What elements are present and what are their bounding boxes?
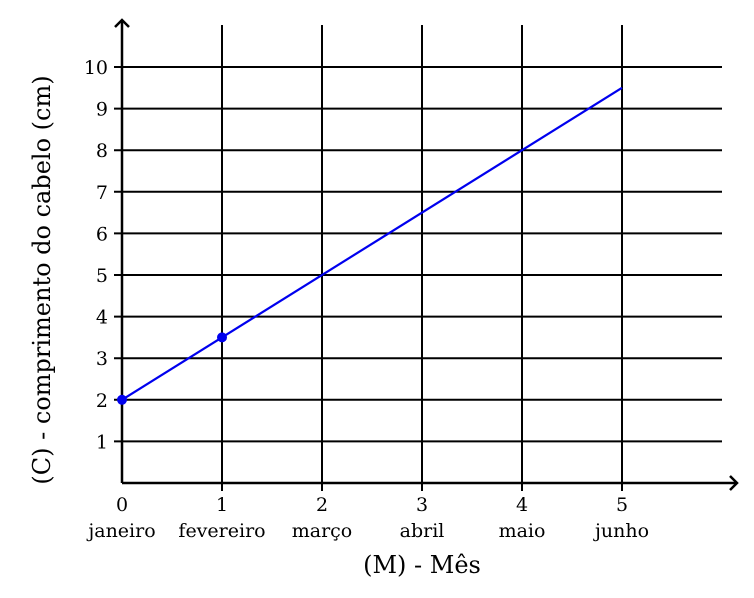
labels: 1 2 3 4 5 6 7 8 9 10 0 janeiro 1 fevereiro 2 março 3 abri…: [84, 57, 649, 542]
x-category-label: março: [292, 520, 353, 542]
data-point: [117, 394, 127, 405]
axes: [114, 18, 739, 491]
x-tick-label: 3: [416, 494, 428, 516]
y-tick-label: 8: [96, 140, 108, 162]
x-category-label: junho: [593, 520, 649, 542]
y-tick-label: 1: [96, 431, 108, 453]
x-tick-label: 0: [116, 494, 128, 516]
y-tick-label: 6: [96, 223, 108, 245]
y-tick-label: 5: [96, 265, 108, 287]
series-line: [121, 86, 623, 401]
y-axis-title: (C) - comprimento do cabelo (cm): [28, 75, 56, 484]
y-tick-label: 3: [96, 348, 108, 370]
y-tick-label: 9: [96, 99, 108, 121]
x-axis-title: (M) - Mês: [363, 551, 481, 579]
x-axis-arrow: [729, 475, 739, 491]
x-tick-label: 5: [616, 494, 628, 516]
x-category-label: maio: [499, 520, 546, 542]
y-tick-label: 7: [96, 182, 108, 204]
data-point: [217, 332, 227, 343]
y-tick-label: 4: [96, 307, 108, 329]
series: [117, 86, 623, 405]
x-tick-label: 4: [516, 494, 528, 516]
x-tick-label: 1: [216, 494, 228, 516]
x-tick-label: 2: [316, 494, 328, 516]
x-category-label: fevereiro: [178, 520, 265, 542]
x-category-label: janeiro: [86, 520, 155, 542]
grid: [114, 25, 722, 491]
y-axis-arrow: [114, 18, 130, 28]
x-category-label: abril: [400, 520, 445, 542]
y-tick-label: 10: [84, 57, 108, 79]
y-tick-label: 2: [96, 390, 108, 412]
